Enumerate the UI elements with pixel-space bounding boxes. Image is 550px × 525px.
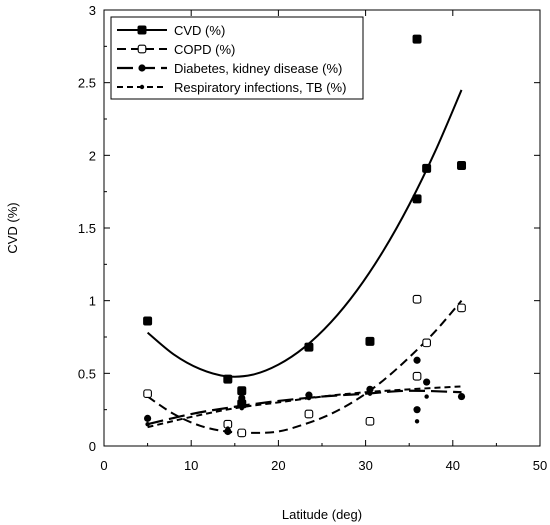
fit-line-series-1 [146, 89, 463, 378]
data-point-series-1 [365, 336, 375, 346]
y-tick-label: 0 [89, 439, 96, 454]
data-point-series-3 [238, 394, 246, 402]
fit-line-series-2 [147, 300, 463, 434]
data-point-series-4 [459, 394, 464, 399]
data-point-series-1 [237, 386, 247, 396]
data-point-series-2 [457, 303, 466, 313]
axes: 0 10 20 30 40 50 0 0.5 1 1.5 2 2.5 3 [78, 3, 547, 473]
legend-marker-series-1 [137, 25, 147, 35]
y-tick-label: 2 [89, 148, 96, 163]
data-markers [143, 34, 467, 438]
data-point-series-2 [422, 338, 431, 348]
x-tick-label: 50 [533, 458, 547, 473]
x-axis-label: Latitude (deg) [282, 507, 362, 522]
data-point-series-4 [239, 406, 244, 411]
data-point-series-4 [225, 426, 231, 431]
y-tick-label: 1 [89, 294, 96, 309]
legend-marker-series-4 [139, 84, 145, 90]
data-point-series-2 [412, 371, 422, 381]
data-point-series-1 [412, 34, 422, 44]
data-point-series-3 [144, 414, 152, 422]
data-point-series-1 [304, 342, 314, 352]
data-point-series-3 [423, 378, 431, 386]
data-point-series-1 [457, 161, 467, 171]
data-point-series-3 [413, 406, 421, 414]
legend-marker-series-2 [137, 44, 147, 54]
data-point-series-2 [143, 389, 152, 399]
x-tick-label: 30 [358, 458, 372, 473]
data-point-series-1 [143, 316, 153, 326]
legend: CVD (%) COPD (%) Diabetes, kidney disease … [110, 16, 364, 100]
data-point-series-4 [306, 395, 312, 401]
y-tick-label: 3 [89, 3, 96, 18]
data-point-series-1 [412, 194, 422, 204]
x-tick-label: 20 [271, 458, 285, 473]
data-point-series-2 [304, 409, 314, 419]
fit-lines [146, 89, 463, 434]
data-point-series-3 [366, 385, 374, 393]
y-tick-label: 2.5 [78, 76, 96, 91]
y-tick-label: 1.5 [78, 221, 96, 236]
legend-label-series-2: COPD (%) [174, 42, 235, 57]
data-point-series-2 [365, 416, 375, 426]
data-point-series-1 [422, 163, 432, 173]
legend-label-series-1: CVD (%) [174, 23, 225, 38]
data-point-series-4 [145, 422, 150, 427]
y-tick-label: 0.5 [78, 366, 96, 381]
data-point-series-3 [413, 356, 421, 364]
data-point-series-4 [424, 394, 429, 399]
data-point-series-2 [237, 428, 247, 438]
fit-line-series-4 [147, 385, 462, 429]
data-point-series-4 [414, 419, 420, 424]
x-tick-label: 0 [100, 458, 107, 473]
legend-label-series-4: Respiratory infections, TB (%) [174, 80, 346, 95]
data-point-series-4 [367, 391, 373, 396]
data-point-series-2 [412, 294, 422, 304]
legend-label-series-3: Diabetes, kidney disease (%) [174, 61, 342, 76]
legend-marker-series-3 [138, 64, 146, 72]
x-tick-label: 40 [446, 458, 460, 473]
x-tick-label: 10 [184, 458, 198, 473]
y-axis-label: CVD (%) [5, 202, 20, 253]
data-point-series-1 [223, 374, 233, 384]
